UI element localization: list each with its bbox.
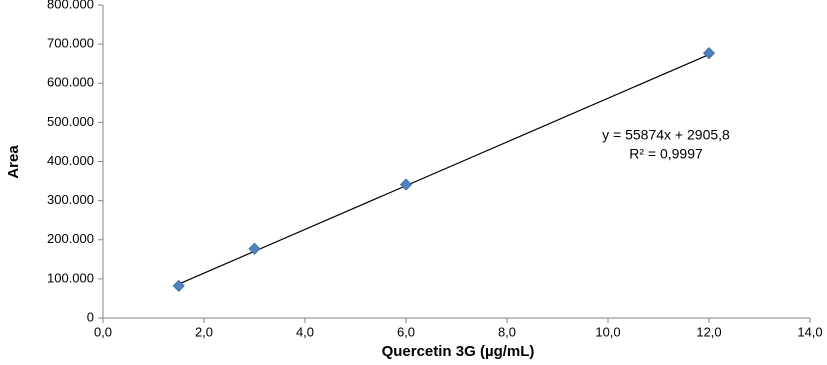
y-tick-label: 800.000 [47,0,94,11]
x-tick-label: 8,0 [498,324,516,339]
y-tick-label: 600.000 [47,75,94,90]
r-squared: R² = 0,9997 [629,146,703,162]
x-tick-label: 6,0 [397,324,415,339]
y-tick-label: 400.000 [47,153,94,168]
x-tick-label: 10,0 [595,324,620,339]
marker [399,178,413,191]
marker [172,279,185,292]
y-tick-label: 100.000 [47,270,94,285]
x-tick-label: 4,0 [296,324,314,339]
y-tick-label: 300.000 [47,192,94,207]
y-tick-label: 200.000 [47,231,94,246]
x-tick-label: 14,0 [797,324,822,339]
y-tick-label: 500.000 [47,114,94,129]
marker [248,242,261,255]
marker [702,47,716,60]
y-tick-label: 700.000 [47,36,94,51]
y-axis-title: Area [5,145,22,179]
equation: y = 55874x + 2905,8 [602,127,730,143]
x-tick-label: 12,0 [696,324,721,339]
x-tick-label: 2,0 [195,324,213,339]
y-tick-label: 0 [87,309,94,324]
trendline [178,53,710,285]
x-tick-label: 0,0 [94,324,112,339]
x-axis-title: Quercetin 3G (µg/mL) [382,343,535,360]
